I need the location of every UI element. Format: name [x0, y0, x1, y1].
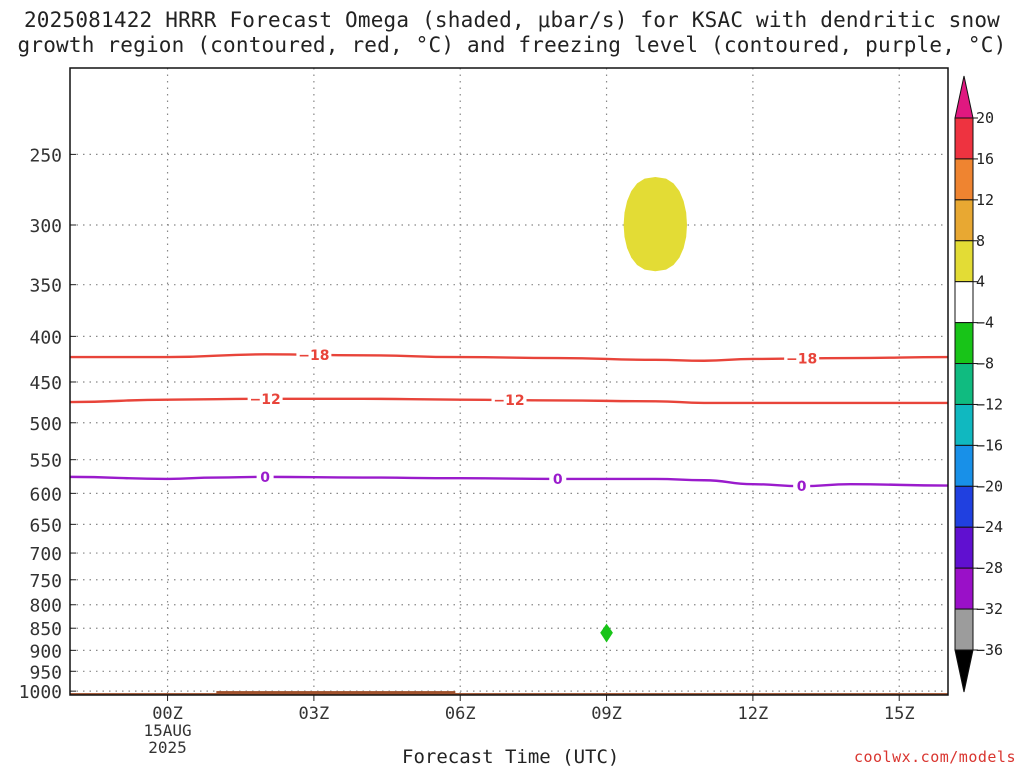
plot-frame — [69, 67, 949, 696]
ground-bump — [216, 691, 456, 695]
y-tick-label-900: 900 — [29, 641, 62, 662]
contour-label: 0 — [260, 470, 270, 486]
colorbar-label: −32 — [976, 600, 1003, 618]
contour-label-bg — [256, 468, 274, 485]
colorbar-label: −16 — [976, 436, 1003, 454]
colorbar-swatch — [954, 158, 974, 201]
colorbar-swatch — [954, 240, 974, 283]
colorbar-label: −8 — [976, 355, 994, 373]
plot-area — [70, 68, 948, 695]
y-tick-label-450: 450 — [29, 373, 62, 394]
chart-title: 2025081422 HRRR Forecast Omega (shaded, … — [0, 8, 1024, 58]
plot-border — [69, 67, 949, 696]
colorbar-swatch — [954, 567, 974, 610]
x-tick-year: 2025 — [148, 738, 187, 757]
x-tick-label-09Z: 09Z — [591, 704, 622, 724]
contour-label-bg — [549, 470, 567, 487]
x-tick-label-00Z: 00Z — [152, 704, 183, 724]
contour-label: −18 — [786, 351, 817, 367]
colorbar-label: −24 — [976, 518, 1003, 536]
contour-label-bg — [784, 350, 820, 367]
omega-pos-region — [623, 177, 687, 272]
contour-label: −12 — [250, 392, 281, 408]
colorbar-label: 12 — [976, 191, 994, 209]
y-tick-label-550: 550 — [29, 451, 62, 472]
y-tick-label-250: 250 — [29, 145, 62, 166]
x-tick-label-03Z: 03Z — [299, 704, 330, 724]
plot-background — [70, 68, 948, 695]
colorbar-swatch — [954, 403, 974, 446]
y-tick-label-650: 650 — [29, 515, 62, 536]
y-tick-label-300: 300 — [29, 216, 62, 237]
colorbar-swatch — [954, 608, 974, 651]
contour-label: 0 — [797, 479, 807, 495]
colorbar-label: 8 — [976, 232, 985, 250]
y-axis-ticks: 2503003504004505005506006507007508008509… — [19, 145, 76, 703]
contour-label: −18 — [298, 348, 329, 364]
colorbar-swatch — [954, 117, 974, 160]
watermark: coolwx.com/models — [853, 748, 1016, 766]
y-tick-label-700: 700 — [29, 544, 62, 565]
colorbar-label: 4 — [976, 273, 985, 291]
y-tick-label-600: 600 — [29, 484, 62, 505]
colorbar-label: −12 — [976, 395, 1003, 413]
colorbar-swatch — [954, 485, 974, 528]
colorbar-top-arrow — [954, 75, 974, 119]
omega-shaded-areas — [600, 177, 687, 643]
ground-bar — [70, 693, 948, 695]
contour-lines: −18 −18 −12 −12 0 0 0 — [69, 346, 949, 495]
colorbar-swatch — [954, 199, 974, 242]
title-line-1: 2025081422 HRRR Forecast Omega (shaded, … — [23, 8, 1001, 32]
colorbar: 20 16 12 8 4 −4 −8 −12 −16 −20 −24 −28 −32 −36 — [954, 75, 1003, 693]
title-line-2: growth region (contoured, red, °C) and f… — [17, 33, 1007, 57]
x-axis-label: Forecast Time (UTC) — [402, 746, 620, 768]
colorbar-swatch — [954, 281, 974, 324]
contour-label-bg — [247, 390, 283, 407]
colorbar-bottom-arrow — [954, 649, 974, 693]
colorbar-swatch — [954, 363, 974, 405]
x-tick-date: 15AUG — [143, 721, 191, 740]
contour-label: −12 — [493, 393, 524, 409]
colorbar-label: −20 — [976, 477, 1003, 495]
colorbar-label: 20 — [976, 109, 994, 127]
colorbar-label: −28 — [976, 559, 1003, 577]
contour-label-bg — [296, 346, 332, 363]
y-tick-label-350: 350 — [29, 276, 62, 297]
y-tick-label-1000: 1000 — [19, 682, 62, 703]
colorbar-swatch — [954, 322, 974, 365]
omega-neg-region — [600, 623, 613, 643]
y-tick-label-800: 800 — [29, 596, 62, 617]
colorbar-label: −4 — [976, 314, 994, 332]
x-tick-label-15Z: 15Z — [884, 704, 915, 724]
y-tick-label-400: 400 — [29, 327, 62, 348]
contour-label-bg — [491, 392, 527, 409]
colorbar-label: 16 — [976, 150, 994, 168]
x-tick-label-12Z: 12Z — [738, 704, 769, 724]
contour-dgz-minus12 — [69, 397, 948, 405]
grid-lines — [70, 68, 948, 695]
colorbar-swatch — [954, 526, 974, 569]
colorbar-label: −36 — [976, 641, 1003, 659]
contour-label: 0 — [553, 472, 563, 488]
y-tick-label-950: 950 — [29, 662, 62, 683]
y-tick-label-500: 500 — [29, 414, 62, 435]
y-tick-label-750: 750 — [29, 571, 62, 592]
x-tick-label-06Z: 06Z — [445, 704, 476, 724]
contour-label-bg — [793, 478, 811, 495]
ground-surface — [70, 691, 948, 695]
colorbar-swatch — [954, 444, 974, 487]
y-tick-label-850: 850 — [29, 619, 62, 640]
